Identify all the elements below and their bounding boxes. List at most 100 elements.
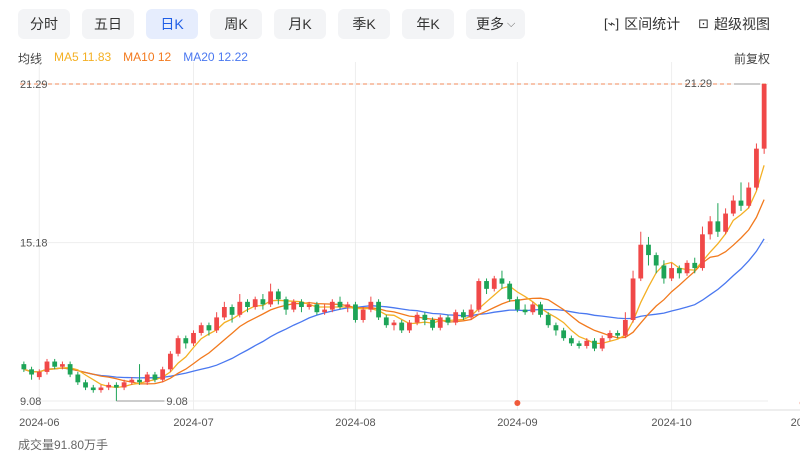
volume-label: 成交量91.80万手: [18, 436, 108, 453]
candle-body: [183, 338, 188, 343]
candle-body: [523, 310, 528, 313]
candle-body: [253, 299, 258, 307]
candle-body: [261, 299, 266, 304]
candle-body: [476, 281, 481, 310]
max-price-label: 21.29: [685, 78, 713, 90]
candle-body: [600, 338, 605, 348]
candle-body: [122, 382, 127, 387]
candle-body: [21, 364, 26, 369]
candle-body: [106, 385, 111, 388]
candle-body: [739, 201, 744, 206]
x-tick-label: 2024-10: [651, 417, 691, 429]
candle-body: [538, 304, 543, 314]
candle-body: [399, 323, 404, 331]
candle-body: [669, 268, 674, 278]
candle-body: [708, 221, 713, 234]
candle-body: [199, 325, 204, 333]
candle-body: [746, 188, 751, 206]
candle-body: [129, 380, 134, 383]
candle-body: [191, 333, 196, 343]
candle-body: [75, 375, 80, 383]
candle-body: [176, 338, 181, 354]
candle-body: [222, 307, 227, 317]
candle-body: [45, 362, 50, 372]
x-tick-label: 2024-07: [173, 417, 213, 429]
x-tick-label: 2024-08: [335, 417, 375, 429]
candle-body: [276, 291, 281, 299]
candle-body: [492, 278, 497, 288]
y-tick-label: 15.18: [20, 238, 48, 250]
candle-body: [500, 278, 505, 283]
candle-body: [345, 304, 350, 307]
candle-body: [577, 343, 582, 346]
candle-body: [52, 362, 57, 367]
candle-body: [715, 221, 720, 231]
candle-body: [68, 364, 73, 374]
candle-body: [330, 302, 335, 310]
candle-body: [646, 245, 651, 255]
min-price-label: 9.08: [166, 396, 187, 408]
candle-body: [284, 299, 289, 309]
ma5-line: [24, 165, 764, 387]
candle-body: [677, 268, 682, 273]
candle-body: [83, 382, 88, 387]
candle-body: [654, 255, 659, 265]
candle-body: [584, 341, 589, 346]
candle-body: [168, 354, 173, 370]
candle-body: [114, 385, 119, 388]
candle-body: [507, 284, 512, 300]
x-tick-label: 2024-09: [497, 417, 537, 429]
candle-body: [484, 281, 489, 289]
y-tick-label: 9.08: [20, 396, 41, 408]
candle-body: [37, 372, 42, 377]
candle-body: [415, 315, 420, 323]
candle-body: [615, 333, 620, 336]
candle-body: [592, 341, 597, 349]
candle-body: [91, 387, 96, 390]
candle-body: [153, 375, 158, 380]
candle-body: [631, 278, 636, 320]
candle-body: [692, 263, 697, 268]
candle-body: [207, 325, 212, 330]
candle-body: [731, 201, 736, 214]
candle-body: [145, 375, 150, 383]
candle-body: [376, 302, 381, 318]
candle-body: [291, 302, 296, 310]
candle-body: [29, 369, 34, 374]
candle-body: [299, 302, 304, 307]
candle-body: [99, 387, 104, 390]
candle-body: [322, 310, 327, 313]
candle-body: [392, 323, 397, 326]
x-tick-label: 2024-06: [19, 417, 59, 429]
candle-body: [438, 317, 443, 327]
candle-body: [430, 320, 435, 328]
candle-body: [214, 317, 219, 330]
candle-body: [700, 234, 705, 268]
candle-body: [353, 304, 358, 320]
candle-body: [638, 245, 643, 279]
candle-body: [338, 302, 343, 307]
candle-body: [515, 299, 520, 309]
candle-body: [762, 84, 767, 149]
candle-body: [237, 302, 242, 315]
candle-body: [561, 330, 566, 338]
candle-body: [754, 149, 759, 188]
x-tick-label: 2024-11: [791, 417, 800, 429]
candle-body: [422, 315, 427, 320]
y-tick-label: 21.29: [20, 79, 48, 91]
candle-body: [307, 304, 312, 307]
candle-body: [469, 310, 474, 318]
candle-body: [723, 214, 728, 232]
candle-body: [160, 369, 165, 379]
candle-body: [530, 304, 535, 312]
candle-body: [608, 333, 613, 338]
candle-body: [368, 302, 373, 310]
candle-body: [60, 364, 65, 367]
candle-body: [554, 325, 559, 330]
candle-body: [230, 307, 235, 315]
candle-body: [546, 315, 551, 325]
candle-body: [407, 323, 412, 331]
candle-body: [685, 263, 690, 273]
candle-body: [569, 338, 574, 343]
